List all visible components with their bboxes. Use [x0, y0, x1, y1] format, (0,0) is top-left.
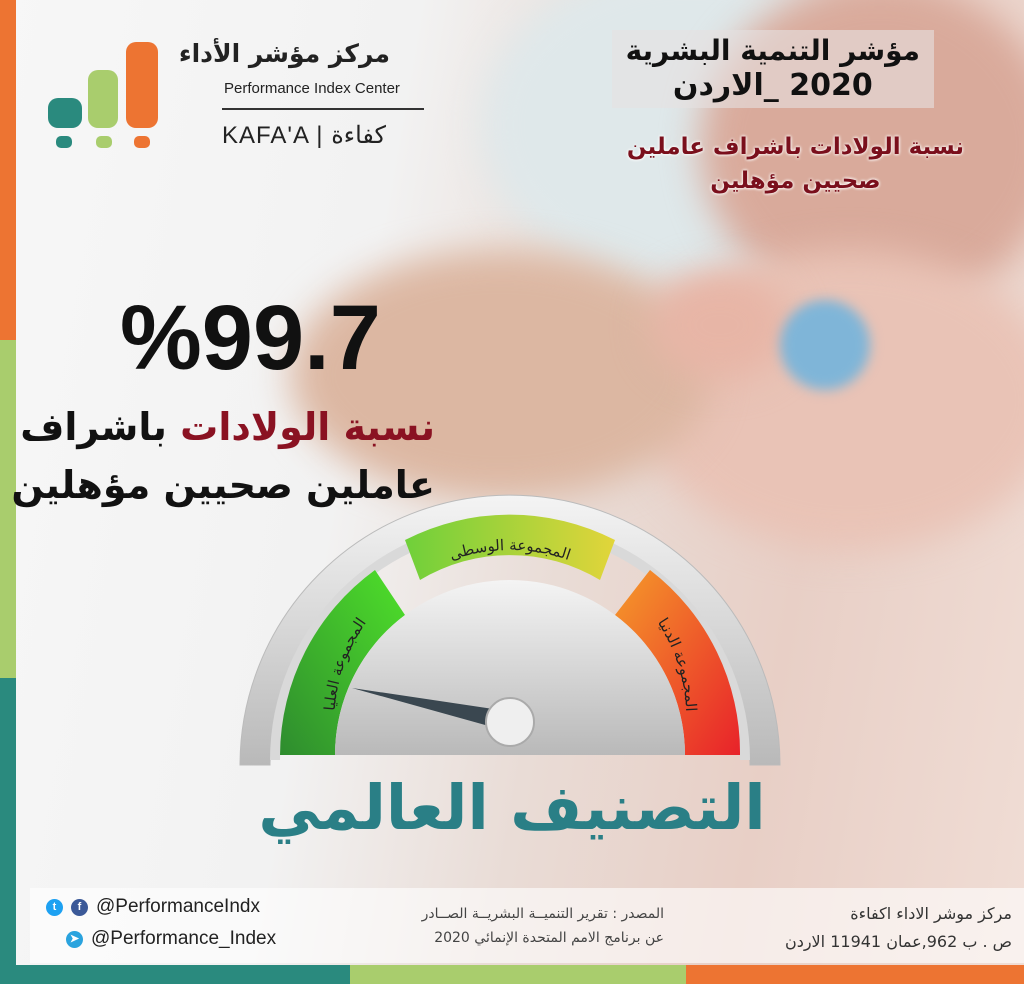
- address-line2: ص . ب 962,عمان 11941 الاردن: [784, 932, 1012, 951]
- source-line1: المصدر : تقرير التنميــة البشريــة الصــ…: [421, 906, 664, 922]
- address-line1: مركز موشر الاداء اكفاءة: [850, 904, 1012, 923]
- telegram-icon: ➤: [66, 930, 83, 948]
- logo-english-name: Performance Index Center: [224, 80, 400, 97]
- main-value: %99.7: [120, 287, 381, 389]
- logo-kafaa: KAFA'A | كفاءة: [222, 122, 386, 149]
- subtitle: نسبة الولادات باشراف عاملين صحيين مؤهلين: [627, 130, 964, 198]
- left-stripe-green: [0, 340, 16, 678]
- gauge: المجموعة العليا المجموعة الوسطى المجموعة…: [239, 494, 781, 766]
- footer: t f @PerformanceIndx ➤ @Performance_Inde…: [30, 888, 1024, 963]
- social-telegram[interactable]: ➤ @Performance_Index: [66, 928, 276, 950]
- gauge-needle: [352, 688, 500, 728]
- telegram-handle: @Performance_Index: [91, 928, 277, 949]
- desc-highlight: نسبة الولادات: [180, 405, 435, 449]
- facebook-icon: f: [71, 898, 88, 916]
- twitter-icon: t: [46, 898, 63, 916]
- header-title: مؤشر التنمية البشرية 2020 _الاردن: [611, 30, 934, 108]
- bottom-stripe-orange: [686, 965, 1024, 984]
- gauge-hub: [485, 697, 535, 747]
- desc-part2: باشراف: [20, 405, 181, 449]
- logo-arabic-name: مركز مؤشر الأداء: [178, 39, 390, 68]
- bottom-stripe-green: [350, 965, 686, 984]
- source-line2: عن برنامج الامم المتحدة الإنمائي 2020: [434, 930, 664, 946]
- left-stripe-teal: [0, 678, 16, 984]
- title-line2: 2020 _الاردن: [672, 68, 873, 103]
- gauge-segment-upper: [280, 570, 405, 755]
- gauge-segment-lower: [615, 570, 741, 755]
- divider: [222, 108, 424, 110]
- ranking-title: التصنيف العالمي: [258, 771, 766, 844]
- subtitle-line2: صحيين مؤهلين: [710, 168, 881, 194]
- gauge-segment-middle: [405, 514, 615, 580]
- bottom-stripe-teal: [0, 965, 350, 984]
- social-handle: @PerformanceIndx: [96, 896, 260, 917]
- left-stripe-orange: [0, 0, 16, 340]
- subtitle-line1: نسبة الولادات باشراف عاملين: [626, 134, 964, 160]
- logo-bars-icon: [48, 42, 158, 148]
- title-line1: مؤشر التنمية البشرية: [625, 34, 920, 67]
- desc-line2: عاملين صحيين مؤهلين: [11, 463, 435, 507]
- source-note: المصدر : تقرير التنميــة البشريــة الصــ…: [422, 902, 664, 950]
- address: مركز موشر الاداء اكفاءة ص . ب 962,عمان 1…: [785, 900, 1012, 956]
- social-twitter-facebook[interactable]: t f @PerformanceIndx: [46, 896, 260, 918]
- main-description: نسبة الولادات باشراف عاملين صحيين مؤهلين: [11, 398, 435, 514]
- logo: مركز مؤشر الأداء Performance Index Cente…: [40, 38, 424, 158]
